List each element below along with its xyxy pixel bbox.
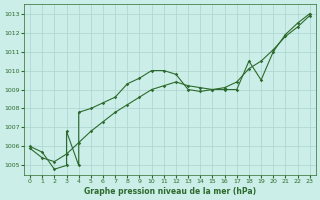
X-axis label: Graphe pression niveau de la mer (hPa): Graphe pression niveau de la mer (hPa) [84,187,256,196]
